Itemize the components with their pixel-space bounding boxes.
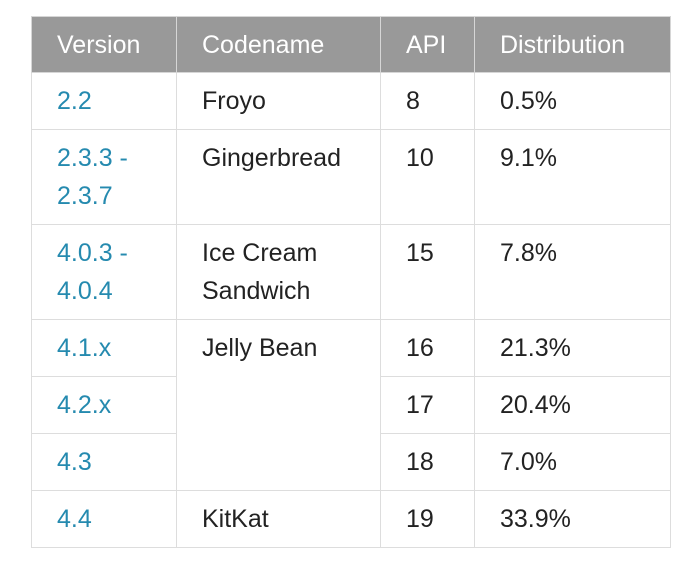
api-cell: 16 [380, 319, 475, 377]
table-row: 4.3 18 7.0% [31, 433, 671, 491]
table-row: 2.2 Froyo 8 0.5% [31, 72, 671, 130]
header-codename: Codename [176, 16, 381, 73]
distribution-cell: 9.1% [474, 129, 671, 225]
api-cell: 17 [380, 376, 475, 434]
codename-cell: Jelly Bean [176, 319, 381, 491]
distribution-cell: 20.4% [474, 376, 671, 434]
api-cell: 8 [380, 72, 475, 130]
header-distribution: Distribution [474, 16, 671, 73]
table-row: 4.2.x 17 20.4% [31, 376, 671, 434]
distribution-cell: 0.5% [474, 72, 671, 130]
version-link[interactable]: 2.2 [31, 72, 177, 130]
codename-cell: Froyo [176, 72, 381, 130]
header-row: Version Codename API Distribution [31, 16, 671, 73]
api-cell: 10 [380, 129, 475, 225]
api-cell: 19 [380, 490, 475, 548]
table-row: 4.1.x Jelly Bean 16 21.3% [31, 319, 671, 491]
version-link[interactable]: 2.3.3 - 2.3.7 [31, 129, 177, 225]
version-link[interactable]: 4.4 [31, 490, 177, 548]
codename-cell: Ice Cream Sandwich [176, 224, 381, 320]
api-cell: 15 [380, 224, 475, 320]
version-link[interactable]: 4.1.x [31, 319, 177, 377]
version-link[interactable]: 4.0.3 - 4.0.4 [31, 224, 177, 320]
codename-cell: Gingerbread [176, 129, 381, 225]
table-row: 4.0.3 - 4.0.4 Ice Cream Sandwich 15 7.8% [31, 224, 671, 320]
header-version: Version [31, 16, 177, 73]
distribution-cell: 7.0% [474, 433, 671, 491]
version-link[interactable]: 4.2.x [31, 376, 177, 434]
distribution-cell: 33.9% [474, 490, 671, 548]
distribution-table: Version Codename API Distribution 2.2 Fr… [31, 16, 671, 548]
version-link[interactable]: 4.3 [31, 433, 177, 491]
api-cell: 18 [380, 433, 475, 491]
distribution-cell: 21.3% [474, 319, 671, 377]
distribution-cell: 7.8% [474, 224, 671, 320]
codename-cell: KitKat [176, 490, 381, 548]
table-row: 4.4 KitKat 19 33.9% [31, 490, 671, 548]
table-row: 2.3.3 - 2.3.7 Gingerbread 10 9.1% [31, 129, 671, 225]
header-api: API [380, 16, 475, 73]
